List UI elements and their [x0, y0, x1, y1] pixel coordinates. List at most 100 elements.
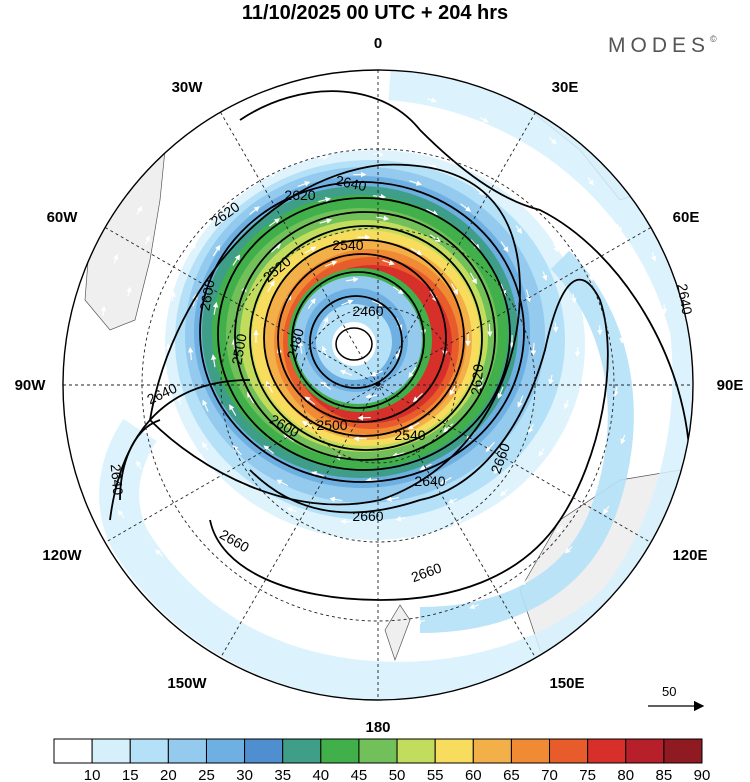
wind-vector [519, 579, 529, 586]
wind-vector [290, 595, 301, 602]
meridian-label-120e: 120E [672, 547, 707, 564]
wind-vector [478, 553, 488, 559]
colorbar-label: 80 [617, 767, 634, 782]
meridian-label-90e: 90E [717, 377, 744, 394]
wind-vector [538, 447, 545, 457]
wind-vector [265, 127, 275, 133]
wind-vector [500, 488, 509, 497]
wind-vector [287, 529, 297, 535]
meridian-label-30e: 30E [552, 79, 579, 96]
contour-label: 2540 [394, 427, 425, 443]
wind-vector [268, 218, 280, 227]
brand-text: MODES [608, 34, 711, 57]
wind-vector [391, 452, 405, 458]
contour-label: 2640 [674, 282, 695, 316]
colorbar-label: 70 [541, 767, 558, 782]
wind-vector [555, 525, 564, 533]
wind-vector [297, 340, 304, 354]
wind-vector [530, 178, 539, 186]
colorbar-swatch [167, 738, 207, 764]
wind-vector [286, 507, 297, 513]
wind-vector [100, 305, 107, 316]
wind-vector [169, 503, 177, 512]
wind-vector [485, 441, 495, 453]
wind-vector [393, 558, 404, 565]
wind-vector [613, 280, 619, 291]
meridian-label-60e: 60E [673, 209, 700, 226]
wind-vector [322, 316, 329, 329]
wind-vector [650, 251, 657, 262]
wind-vector [307, 298, 316, 310]
wind-vector [315, 134, 326, 140]
wind-vector [179, 219, 186, 229]
wind-vector [661, 304, 668, 315]
wind-vector [370, 581, 381, 588]
wind-vector [426, 573, 437, 579]
wind-vector [602, 505, 610, 515]
wind-vector [587, 177, 594, 186]
wind-vector [237, 505, 247, 512]
wind-vector [469, 272, 477, 285]
colorbar-label: 25 [198, 767, 215, 782]
wind-vector [497, 386, 504, 399]
wind-vector [476, 188, 485, 196]
wind-vector [174, 190, 182, 199]
colorbar-label: 75 [579, 767, 596, 782]
reference-vector-label: 50 [662, 684, 677, 699]
wind-vector [449, 543, 459, 549]
wind-vector [232, 254, 241, 266]
wind-vector [147, 372, 153, 383]
wind-vector [449, 384, 457, 396]
wind-vector [185, 490, 194, 498]
wind-vector [565, 184, 573, 193]
wind-vector [485, 144, 495, 151]
colorbar-swatch [510, 738, 551, 764]
wind-vector [314, 579, 325, 585]
wind-vector [469, 603, 479, 609]
wind-vector [499, 516, 509, 523]
wind-vector [260, 564, 271, 570]
colorbar-swatch [282, 738, 322, 764]
wind-vector [212, 130, 221, 137]
wind-vector [199, 582, 209, 588]
wind-vector [321, 345, 328, 359]
wind-vector [342, 540, 353, 546]
wind-vector [528, 424, 534, 434]
contour-label: 2620 [284, 187, 315, 203]
wind-vector [201, 442, 209, 451]
wind-vector [315, 91, 326, 97]
map-title: 11/10/2025 00 UTC + 204 hrs [241, 2, 509, 24]
wind-vector [152, 445, 159, 455]
colorbar-label: 85 [656, 767, 673, 782]
wind-vector [616, 223, 622, 234]
wind-vector [187, 347, 194, 361]
wind-vector [371, 130, 382, 136]
wind-vector [320, 111, 331, 118]
colorbar-label: 55 [427, 767, 444, 782]
colorbar-swatch [625, 738, 665, 764]
wind-vector [165, 423, 171, 434]
wind-vector [382, 259, 395, 266]
wind-vector [487, 323, 493, 337]
wind-vector [319, 218, 333, 224]
wind-vector [588, 271, 594, 282]
contour-label: 2640 [108, 463, 127, 496]
contour-label: 2600 [196, 278, 217, 312]
south-pole-marker [375, 381, 381, 387]
wind-vector [280, 549, 291, 555]
colorbar-swatch [472, 738, 512, 764]
wind-vector [339, 369, 353, 376]
contour-label: 2660 [352, 508, 383, 524]
wind-vector [460, 203, 472, 212]
contour-label: 2480 [283, 326, 307, 360]
wind-vector [412, 392, 423, 403]
wind-vector [613, 386, 619, 397]
wind-vector [88, 464, 94, 474]
wind-vector [515, 225, 523, 234]
meridian-label-90w: 90W [15, 377, 47, 394]
contour-label: 2500 [228, 332, 249, 366]
contour-label: 2500 [316, 417, 347, 433]
wind-vector [574, 346, 581, 357]
wind-vector [79, 364, 85, 375]
contour-label: 2540 [332, 237, 363, 253]
